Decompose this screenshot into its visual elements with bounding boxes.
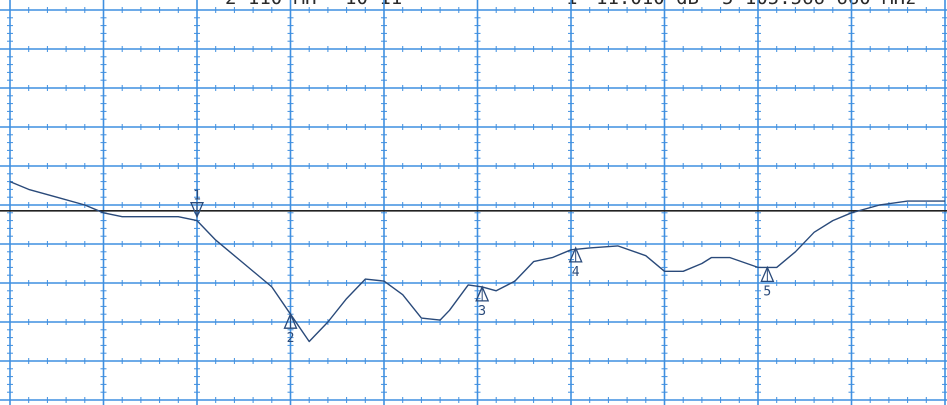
marker-5: 5 bbox=[760, 265, 775, 299]
marker-label: 4 bbox=[572, 265, 580, 280]
marker-label: 5 bbox=[763, 284, 771, 299]
marker-label: 1 bbox=[193, 189, 201, 204]
header-marker-frequency: 5 105.566 660 MHz bbox=[722, 0, 916, 8]
marker-label: 3 bbox=[478, 304, 486, 319]
marker-3: 3 bbox=[475, 285, 490, 319]
header-mid-text: 10 11 bbox=[345, 0, 402, 8]
marker-label: 2 bbox=[287, 331, 295, 346]
markers: 1 2 3 4 5 bbox=[190, 189, 775, 346]
marker-4: 4 bbox=[568, 246, 583, 280]
header-marker-value: 11.010 dB bbox=[596, 0, 699, 8]
header-left-text: 2 110 MH bbox=[225, 0, 317, 8]
marker-1: 1 bbox=[190, 189, 204, 219]
marker-2: 2 bbox=[283, 312, 298, 346]
